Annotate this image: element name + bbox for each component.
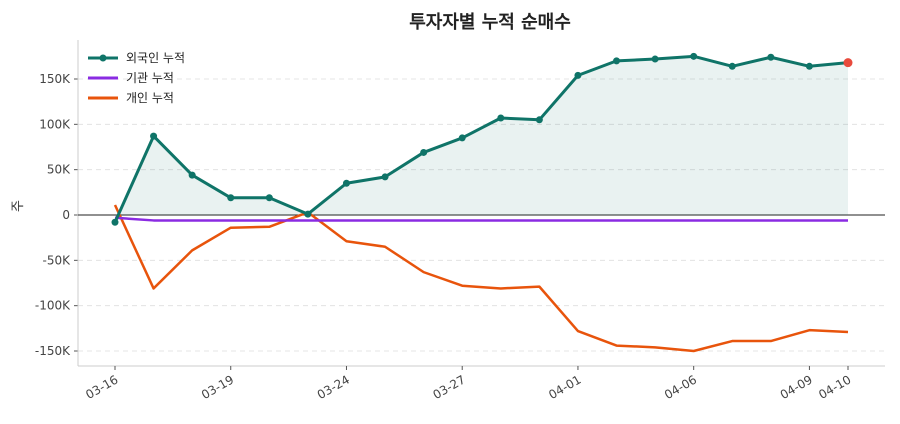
x-tick-label: 03-19 [199,372,236,402]
chart-title: 투자자별 누적 순매수 [409,12,571,33]
data-point [805,62,813,70]
data-point [535,116,543,124]
data-point [574,71,582,79]
data-point [111,218,119,226]
data-point [304,210,312,218]
series-line-1 [114,216,848,222]
x-tick-label: 04-06 [662,372,699,402]
x-tick-label: 03-16 [83,372,120,402]
y-tick-label: 50K [47,163,71,177]
y-tick-label: 150K [39,72,71,86]
foreign-area-fill [115,56,848,223]
y-tick-label: 100K [39,117,71,131]
data-point [342,179,350,187]
data-point [651,55,659,63]
y-tick-label: -100K [35,299,71,313]
x-tick-label: 03-24 [315,372,352,402]
data-point [458,134,466,142]
x-tick-label: 03-27 [431,372,468,402]
data-point [381,173,389,181]
legend-label: 개인 누적 [126,91,174,105]
x-tick-label: 04-10 [816,372,853,402]
last-point-marker [843,58,853,68]
y-tick-label: -150K [35,344,71,358]
data-point [690,52,698,60]
legend-marker [99,54,107,62]
data-point [613,57,621,65]
data-point [420,148,428,156]
y-tick-label: -50K [43,253,72,267]
series-line-0 [113,54,849,223]
x-tick-label: 04-01 [546,372,583,402]
series-line-2 [113,204,849,353]
data-point [227,194,235,202]
x-tick-label: 04-09 [778,372,815,402]
data-point [728,62,736,70]
y-tick-label: 0 [62,208,70,222]
data-point [497,114,505,122]
data-point [150,132,158,140]
y-axis-label: 주 [11,200,26,212]
data-point [188,171,196,179]
legend-label: 외국인 누적 [126,51,185,65]
legend-label: 기관 누적 [126,71,174,85]
data-point [767,53,775,61]
data-point [265,194,273,202]
